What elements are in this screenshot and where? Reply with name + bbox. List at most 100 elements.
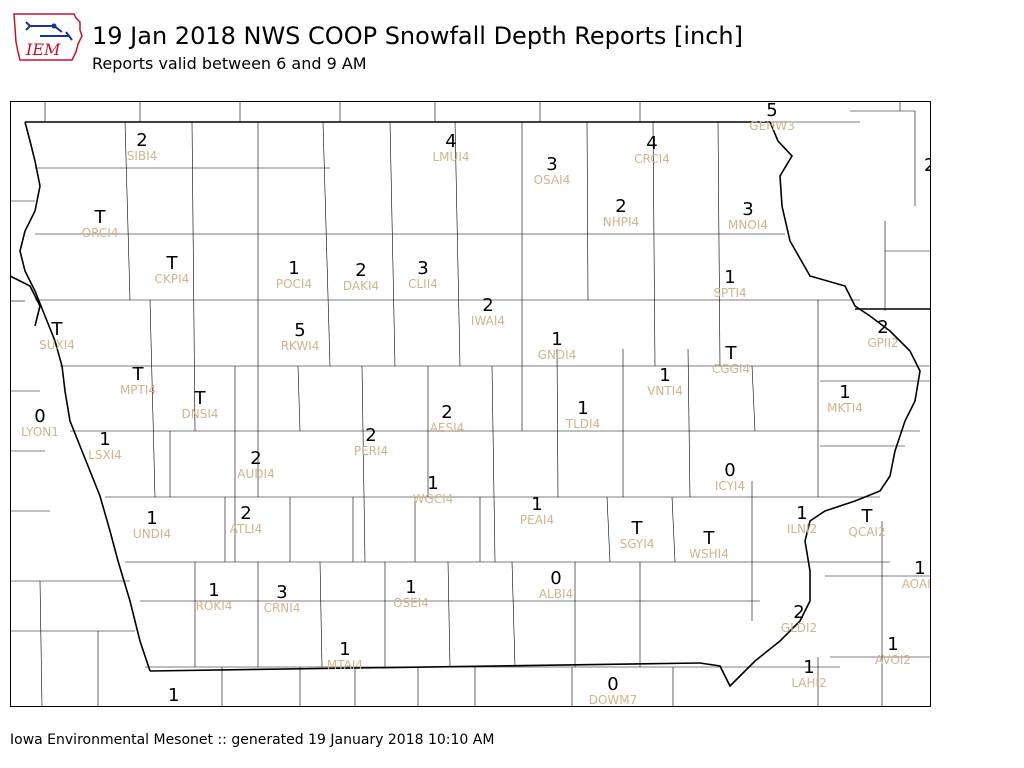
station-id-label: MTAI4	[327, 658, 363, 672]
footer-text: Iowa Environmental Mesonet :: generated …	[10, 732, 495, 748]
snow-depth-value: 1	[839, 382, 850, 403]
snow-depth-value: 2	[365, 425, 376, 446]
station-id-label: ICYI4	[715, 479, 745, 493]
snow-depth-value: 0	[34, 406, 45, 427]
snow-depth-value: 1	[659, 365, 670, 386]
station-id-label: LAHI2	[791, 676, 826, 690]
snow-depth-value: 2	[250, 448, 261, 469]
iowa-outline-logo	[13, 13, 83, 61]
station-id-label: LYON1	[21, 425, 59, 439]
station-id-label: GEHW3	[749, 119, 794, 133]
snow-depth-value: 1	[146, 508, 157, 529]
snow-depth-value: 2	[793, 602, 804, 623]
station-id-label: CRNI4	[264, 601, 301, 615]
snow-depth-value: 5	[766, 101, 777, 121]
station-id-label: PEAI4	[520, 513, 554, 527]
snow-depth-value: 2	[615, 196, 626, 217]
snow-depth-value: 2	[136, 130, 147, 151]
station-id-label: ORCI4	[82, 226, 119, 240]
snow-depth-value: 2	[877, 317, 888, 338]
station-id-label: SPTI4	[713, 286, 746, 300]
station-id-label: CKPI4	[155, 272, 190, 286]
station-id-label: TLDI4	[565, 417, 600, 431]
snow-depth-value: 1	[427, 473, 438, 494]
station-id-label: CLII4	[408, 277, 438, 291]
station-id-label: OSEI4	[393, 596, 429, 610]
wind-vane-icon	[25, 21, 73, 41]
snow-depth-value: 1	[724, 267, 735, 288]
station-id-label: GNDI4	[538, 348, 577, 362]
snow-depth-value: 1	[887, 634, 898, 655]
station-id-label: VNTI4	[647, 384, 683, 398]
edge-value-bottom: 1	[168, 685, 179, 706]
station-id-label: NHPI4	[603, 215, 639, 229]
station-id-label: RKWI4	[281, 339, 320, 353]
snow-depth-value: T	[861, 506, 874, 527]
station-id-label: ALBI4	[539, 587, 573, 601]
snow-depth-value: 1	[531, 494, 542, 515]
snow-depth-value: 2	[240, 503, 251, 524]
station-aoai2: 1AOAI2	[902, 558, 931, 591]
station-id-label: AESI4	[430, 421, 465, 435]
station-id-label: GLDI2	[781, 621, 817, 635]
snow-depth-value: 0	[724, 460, 735, 481]
snow-depth-value: 4	[445, 131, 456, 152]
station-id-label: CGGI4	[712, 362, 750, 376]
station-id-label: WGCI4	[413, 492, 454, 506]
snow-depth-value: 1	[803, 657, 814, 678]
snow-depth-value: T	[703, 528, 716, 549]
station-id-label: QCAI2	[848, 525, 885, 539]
station-id-label: POCI4	[276, 277, 312, 291]
station-id-label: UNDI4	[133, 527, 171, 541]
station-id-label: MNOI4	[728, 218, 768, 232]
map-subtitle: Reports valid between 6 and 9 AM	[92, 54, 367, 73]
snow-depth-value: 1	[99, 429, 110, 450]
station-id-label: ATLI4	[230, 522, 262, 536]
station-id-label: DOWM7	[589, 693, 638, 707]
edge-value-right: 2	[924, 155, 931, 176]
station-id-label: LSXI4	[88, 448, 122, 462]
station-id-label: SGYI4	[620, 537, 655, 551]
snow-depth-value: 1	[551, 329, 562, 350]
station-id-label: AUDI4	[237, 467, 274, 481]
snow-depth-value: 5	[294, 320, 305, 341]
snow-depth-value: T	[94, 207, 107, 228]
snow-depth-value: 1	[405, 577, 416, 598]
iem-logo: IEM	[13, 13, 83, 61]
station-id-label: OSAI4	[534, 173, 571, 187]
station-id-label: SUXI4	[39, 338, 75, 352]
logo-text: IEM	[25, 40, 61, 59]
